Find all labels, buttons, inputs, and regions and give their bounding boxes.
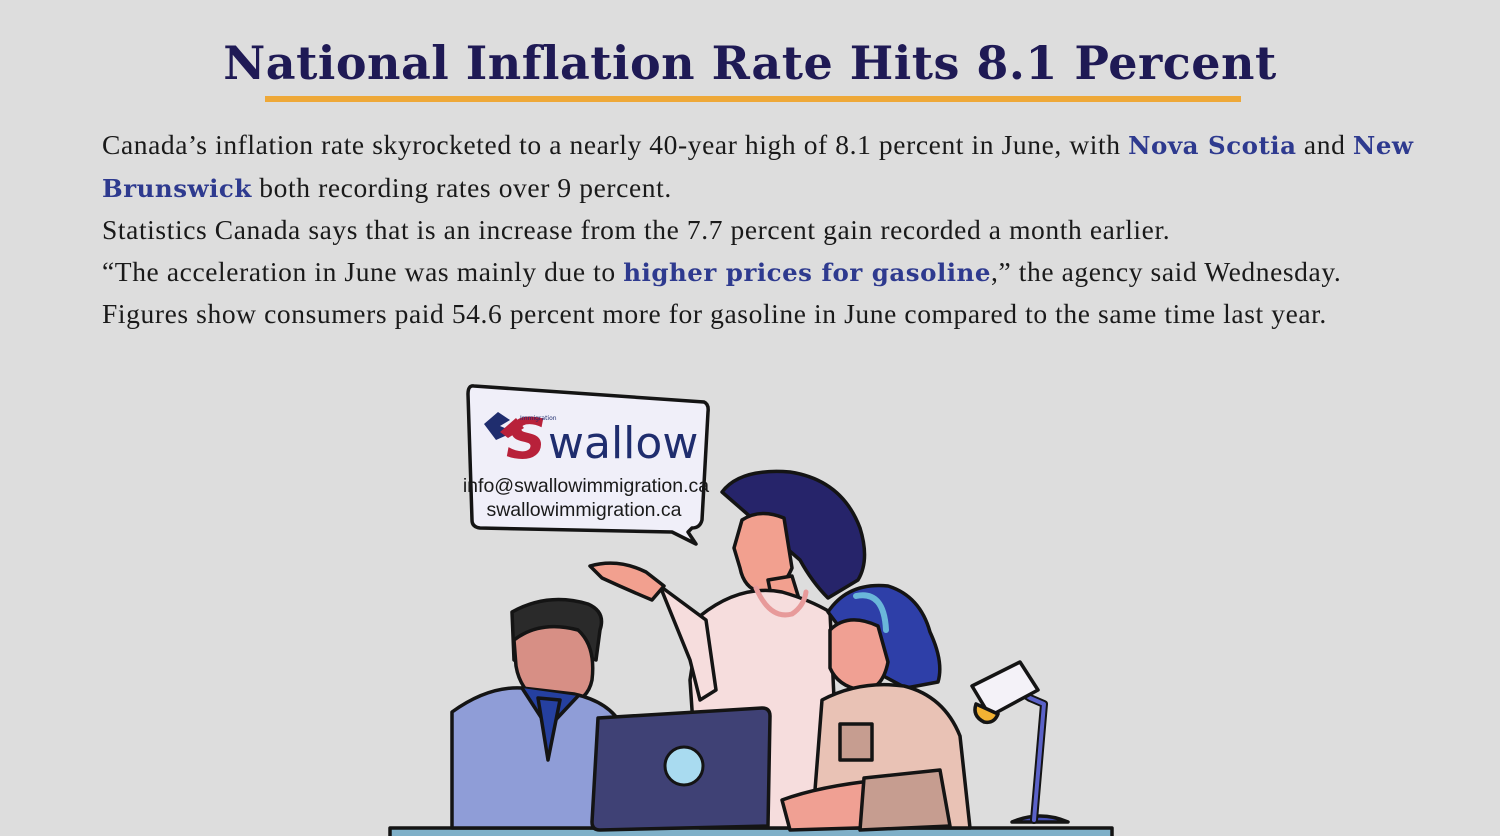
svg-text:Immigration: Immigration xyxy=(520,415,557,422)
headline-underline xyxy=(265,96,1241,102)
swallow-logo: S wallow Immigration xyxy=(484,407,698,472)
paragraph-2: Statistics Canada says that is an increa… xyxy=(102,214,1171,245)
laptop xyxy=(590,706,772,832)
desk-lamp xyxy=(970,660,1070,824)
svg-text:wallow: wallow xyxy=(548,418,698,469)
paragraph-4: Figures show consumers paid 54.6 percent… xyxy=(102,298,1327,329)
speech-bubble xyxy=(466,384,710,546)
contact-website: swallowimmigration.ca xyxy=(486,499,681,521)
highlight-nova-scotia: Nova Scotia xyxy=(1128,131,1297,160)
contact-email: info@swallowimmigration.ca xyxy=(463,475,709,497)
highlight-gasoline: higher prices for gasoline xyxy=(623,257,991,287)
paragraph-3: “The acceleration in June was mainly due… xyxy=(102,255,1342,287)
svg-text:S: S xyxy=(506,407,546,472)
woman-seated xyxy=(780,583,972,832)
article-body: Canada’s inflation rate skyrocketed to a… xyxy=(102,124,1422,335)
highlight-new-brunswick: New Brunswick xyxy=(102,131,1414,203)
paragraph-1: Canada’s inflation rate skyrocketed to a… xyxy=(102,129,1414,203)
headline: National Inflation Rate Hits 8.1 Percent xyxy=(223,36,1277,90)
office-illustration: S wallow Immigration info@swallowimmigra… xyxy=(388,384,1114,836)
